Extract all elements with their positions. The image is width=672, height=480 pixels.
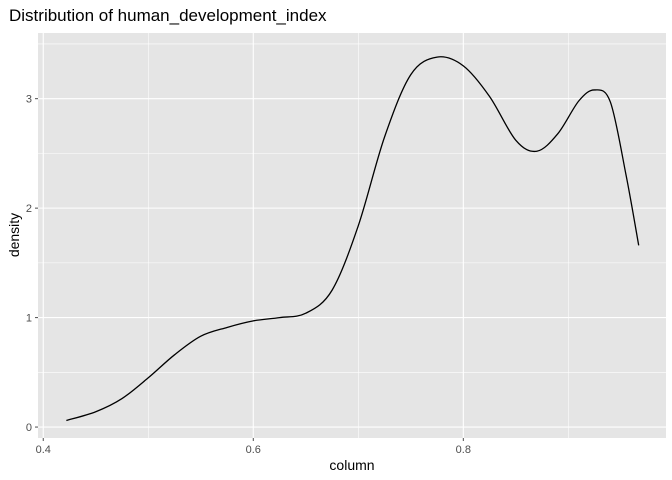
y-axis-title: density (6, 213, 22, 257)
density-line (66, 56, 640, 422)
y-tick-label: 2 (26, 203, 32, 215)
y-tick-label: 0 (26, 422, 32, 434)
plot-panel (38, 33, 666, 438)
chart-title: Distribution of human_development_index (9, 6, 327, 25)
x-tick-label: 0.6 (246, 444, 261, 456)
y-tick-label: 3 (26, 94, 32, 106)
x-axis-title: column (329, 457, 374, 473)
axes: 0 1 2 3 0.4 0.6 0.8 (26, 94, 471, 456)
x-tick-label: 0.4 (36, 444, 51, 456)
grid-lines (38, 33, 666, 438)
x-tick-label: 0.8 (456, 444, 471, 456)
density-series (66, 56, 640, 422)
y-tick-label: 1 (26, 313, 32, 325)
